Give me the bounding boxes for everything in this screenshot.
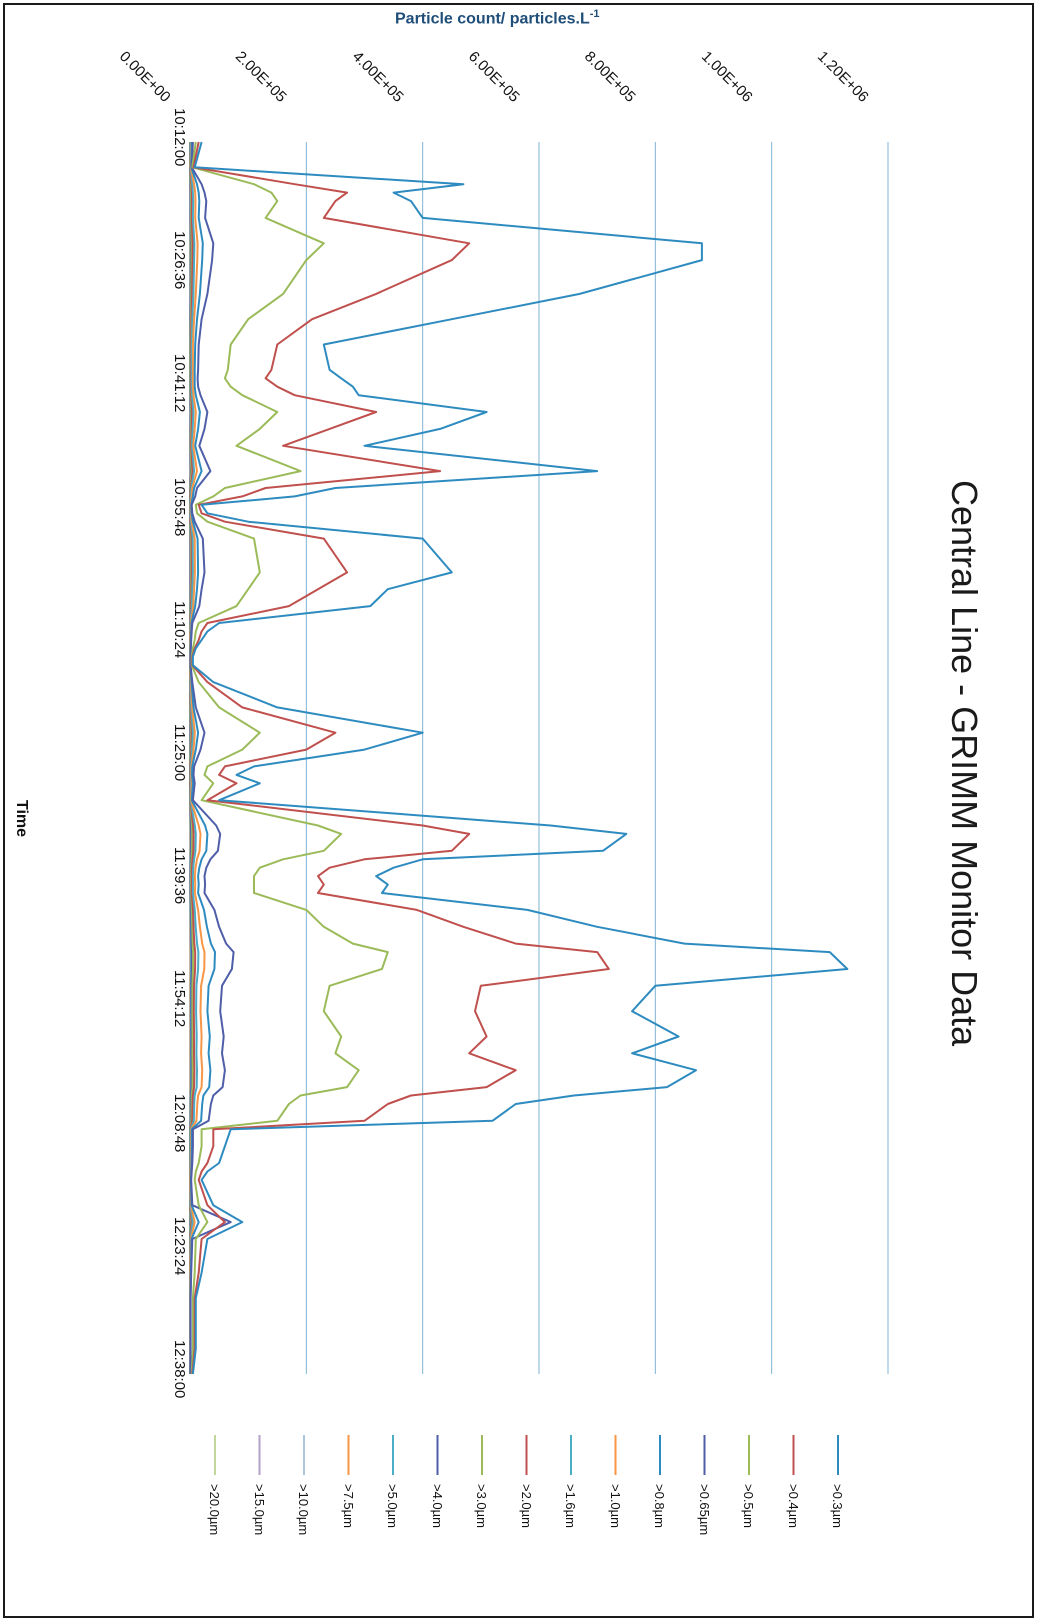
y-axis-label-exponent: -1 [589,8,600,20]
x-tick-label: 11:54:12 [171,970,188,1028]
x-tick-label: 12:38:00 [171,1340,188,1399]
legend-label: >0.3µm [830,1484,845,1528]
chart-frame [3,3,1034,1618]
series-line [189,141,216,1375]
x-tick-label: 12:08:48 [171,1093,188,1152]
legend-label: >20.0µm [207,1484,222,1536]
x-tick-label: 11:10:24 [171,600,188,659]
x-tick-label: 10:12:00 [171,108,188,167]
legend-label: >1.6µm [563,1484,578,1528]
x-tick-label: 10:41:12 [171,354,188,413]
chart-title: Central Line - GRIMM Monitor Data [944,480,985,1047]
x-tick-label: 10:26:36 [171,231,188,290]
series-line [191,141,610,1375]
series-lines [189,141,849,1375]
series-line [191,141,849,1375]
x-tick-label: 10:55:48 [171,477,188,536]
legend-label: >4.0µm [429,1484,445,1528]
legend-label: >10.0µm [296,1484,311,1536]
x-axis-label: Time [13,800,30,838]
y-axis-label-text: Particle count/ particles.L [395,10,590,28]
series-line [189,141,235,1375]
y-axis-label: Particle count/ particles.L-1 [395,8,600,28]
legend-label: >0.65µm [696,1484,712,1536]
legend-label: >0.4µm [785,1484,801,1528]
series-line [190,141,389,1375]
legend-label: >1.0µm [607,1484,623,1528]
x-tick-label: 11:39:36 [171,847,188,905]
legend-label: >0.5µm [741,1484,756,1528]
legend-label: >2.0µm [518,1484,534,1528]
x-tick-label: 11:25:00 [171,724,188,782]
legend-label: >5.0µm [385,1484,400,1528]
legend-label: >7.5µm [340,1484,356,1528]
legend-label: >3.0µm [474,1484,489,1528]
legend [214,1435,839,1475]
legend-label: >15.0µm [251,1484,267,1536]
gridlines [189,142,889,1374]
x-tick-label: 12:23:24 [171,1216,188,1276]
legend-label: >0.8µm [652,1484,667,1528]
